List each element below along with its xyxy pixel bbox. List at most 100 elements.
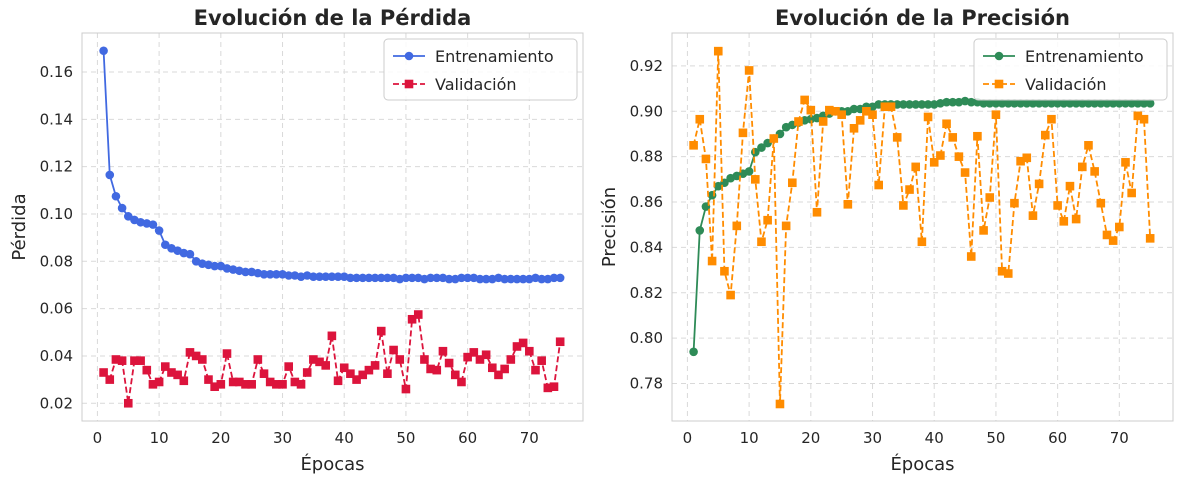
data-point	[315, 272, 324, 281]
series-line	[692, 100, 1151, 352]
data-point	[210, 382, 219, 391]
legend-marker	[404, 51, 414, 61]
data-point	[167, 368, 176, 377]
data-point	[450, 370, 460, 380]
chart-title: Evolución de la Precisión	[775, 6, 1070, 30]
data-point	[788, 178, 797, 188]
data-point	[936, 151, 945, 160]
data-point	[154, 226, 164, 235]
data-point	[358, 273, 368, 283]
data-point	[997, 99, 1007, 108]
data-point	[899, 201, 908, 210]
data-point	[284, 271, 293, 280]
data-point	[241, 380, 250, 389]
data-point	[494, 370, 503, 380]
legend-marker	[994, 79, 1004, 89]
x-tick-label: 40	[335, 429, 354, 447]
data-point	[1108, 99, 1118, 108]
data-point	[370, 273, 380, 283]
data-point	[1090, 99, 1099, 108]
data-point	[327, 272, 337, 281]
legend: Entrenamiento Validación	[973, 38, 1168, 101]
data-point	[966, 97, 976, 107]
data-point	[500, 274, 509, 284]
chart-title: Evolución de la Pérdida	[194, 6, 472, 30]
data-point	[475, 274, 485, 284]
data-point	[979, 226, 988, 235]
data-point	[481, 274, 491, 284]
legend-label: Entrenamiento	[435, 47, 554, 66]
data-point	[117, 356, 127, 365]
data-point	[401, 273, 411, 283]
data-point	[401, 384, 411, 394]
legend-marker	[994, 51, 1004, 61]
data-point	[1084, 99, 1093, 108]
data-point	[111, 355, 121, 364]
data-point	[463, 273, 472, 283]
y-tick-label: 0.88	[630, 148, 663, 166]
data-point	[757, 143, 766, 152]
legend: Entrenamiento Validación	[383, 38, 578, 101]
x-tick-label: 0	[683, 429, 693, 447]
data-point	[769, 134, 779, 143]
data-point	[948, 133, 958, 142]
data-point	[923, 112, 933, 122]
data-point	[1090, 167, 1099, 176]
data-point	[1127, 188, 1136, 198]
data-point	[315, 357, 324, 367]
data-point	[1016, 99, 1025, 108]
data-point	[426, 364, 435, 374]
data-point	[198, 355, 207, 364]
data-point	[1059, 217, 1069, 226]
data-point	[518, 274, 528, 284]
data-point	[210, 261, 219, 271]
series-validation	[99, 310, 565, 408]
data-point	[364, 365, 374, 375]
data-point	[284, 362, 293, 371]
data-point	[831, 106, 840, 116]
data-point	[364, 273, 374, 283]
data-point	[555, 337, 565, 347]
data-point	[475, 355, 485, 364]
data-point	[111, 191, 121, 201]
data-point	[1034, 179, 1044, 189]
data-point	[333, 272, 343, 281]
data-point	[917, 237, 927, 247]
data-point	[1071, 99, 1081, 108]
data-point	[376, 326, 386, 336]
x-axis-label: Épocas	[890, 453, 954, 475]
data-point	[695, 226, 705, 235]
series-line	[102, 313, 562, 405]
data-point	[948, 97, 958, 107]
y-tick-label: 0.82	[630, 284, 663, 302]
data-point	[512, 342, 522, 351]
y-tick-label: 0.80	[630, 329, 663, 347]
data-point	[997, 266, 1007, 276]
data-point	[537, 356, 546, 365]
data-point	[849, 123, 859, 133]
data-point	[868, 110, 877, 119]
data-point	[942, 97, 951, 107]
data-point	[389, 345, 398, 355]
data-point	[154, 377, 164, 387]
data-point	[775, 399, 785, 409]
series-validation	[689, 46, 1155, 409]
data-point	[136, 356, 145, 365]
data-point	[518, 338, 528, 348]
data-point	[886, 102, 896, 112]
data-point	[1078, 99, 1087, 108]
data-point	[1016, 156, 1025, 166]
data-point	[1115, 99, 1124, 108]
x-tick-label: 70	[1110, 429, 1129, 447]
data-point	[1003, 269, 1013, 278]
data-point	[695, 114, 705, 124]
data-point	[383, 369, 392, 378]
data-point	[923, 100, 933, 109]
data-point	[1022, 99, 1032, 108]
data-point	[512, 274, 522, 284]
data-point	[191, 351, 201, 361]
y-tick-label: 0.14	[40, 110, 73, 128]
data-point	[309, 272, 318, 281]
legend-label: Validación	[435, 75, 517, 94]
data-point	[346, 273, 355, 283]
